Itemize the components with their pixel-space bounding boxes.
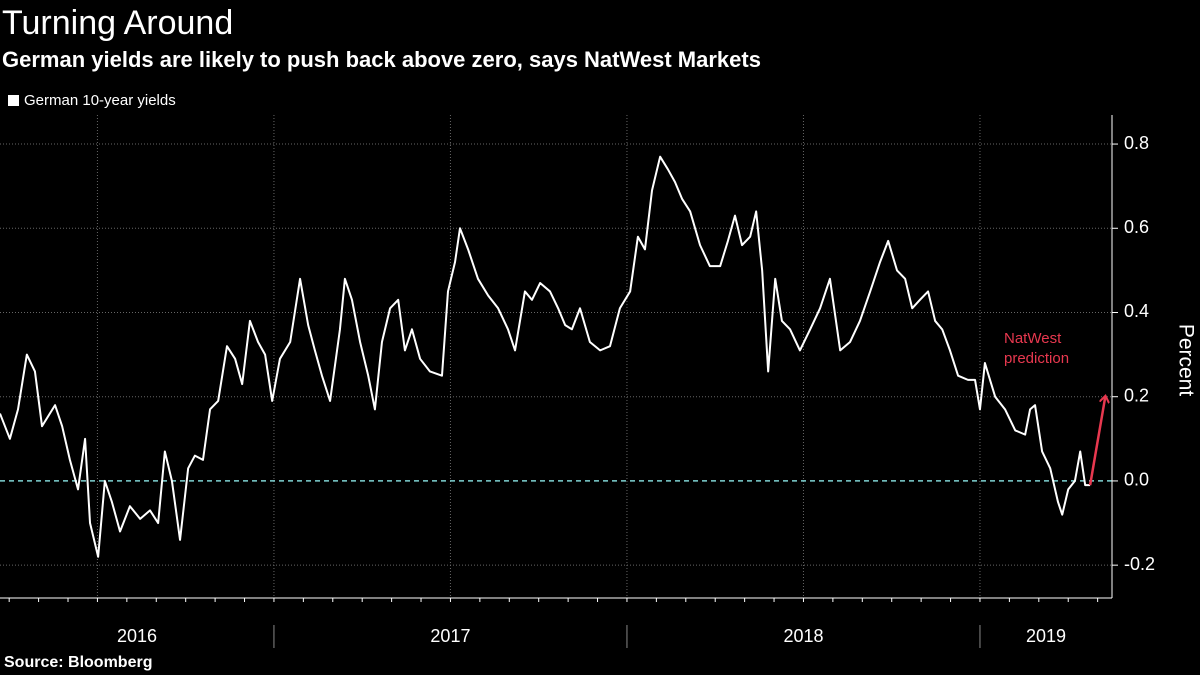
x-tick-label: 2018 [783,626,823,646]
x-tick-label: 2017 [430,626,470,646]
legend-swatch [8,95,19,106]
y-tick-label: -0.2 [1124,554,1155,574]
y-tick-label: 0.0 [1124,470,1149,490]
chart-title: Turning Around [2,4,233,42]
legend-label: German 10-year yields [24,92,176,109]
prediction-label: NatWest [1004,330,1062,347]
chart-subtitle: German yields are likely to push back ab… [2,47,761,72]
y-axis-label: Percent [1174,324,1197,397]
x-tick-label: 2019 [1026,626,1066,646]
y-tick-label: 0.2 [1124,385,1149,405]
y-tick-label: 0.8 [1124,133,1149,153]
y-tick-label: 0.6 [1124,217,1149,237]
prediction-arrow [1088,397,1105,486]
series-line [0,155,1091,558]
source: Source: Bloomberg [4,654,152,671]
y-tick-label: 0.4 [1124,301,1149,321]
prediction-label: prediction [1004,350,1069,367]
x-tick-label: 2016 [117,626,157,646]
